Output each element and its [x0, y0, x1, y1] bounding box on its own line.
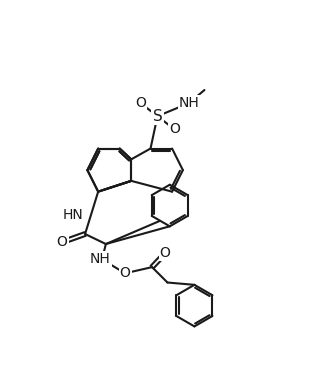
Text: NH: NH: [90, 253, 111, 266]
Text: S: S: [152, 109, 162, 124]
Text: O: O: [120, 266, 131, 280]
Text: O: O: [160, 246, 171, 260]
Text: NH: NH: [179, 96, 199, 110]
Text: O: O: [135, 96, 146, 110]
Text: O: O: [56, 235, 68, 249]
Text: O: O: [169, 122, 180, 136]
Text: HN: HN: [62, 208, 83, 222]
